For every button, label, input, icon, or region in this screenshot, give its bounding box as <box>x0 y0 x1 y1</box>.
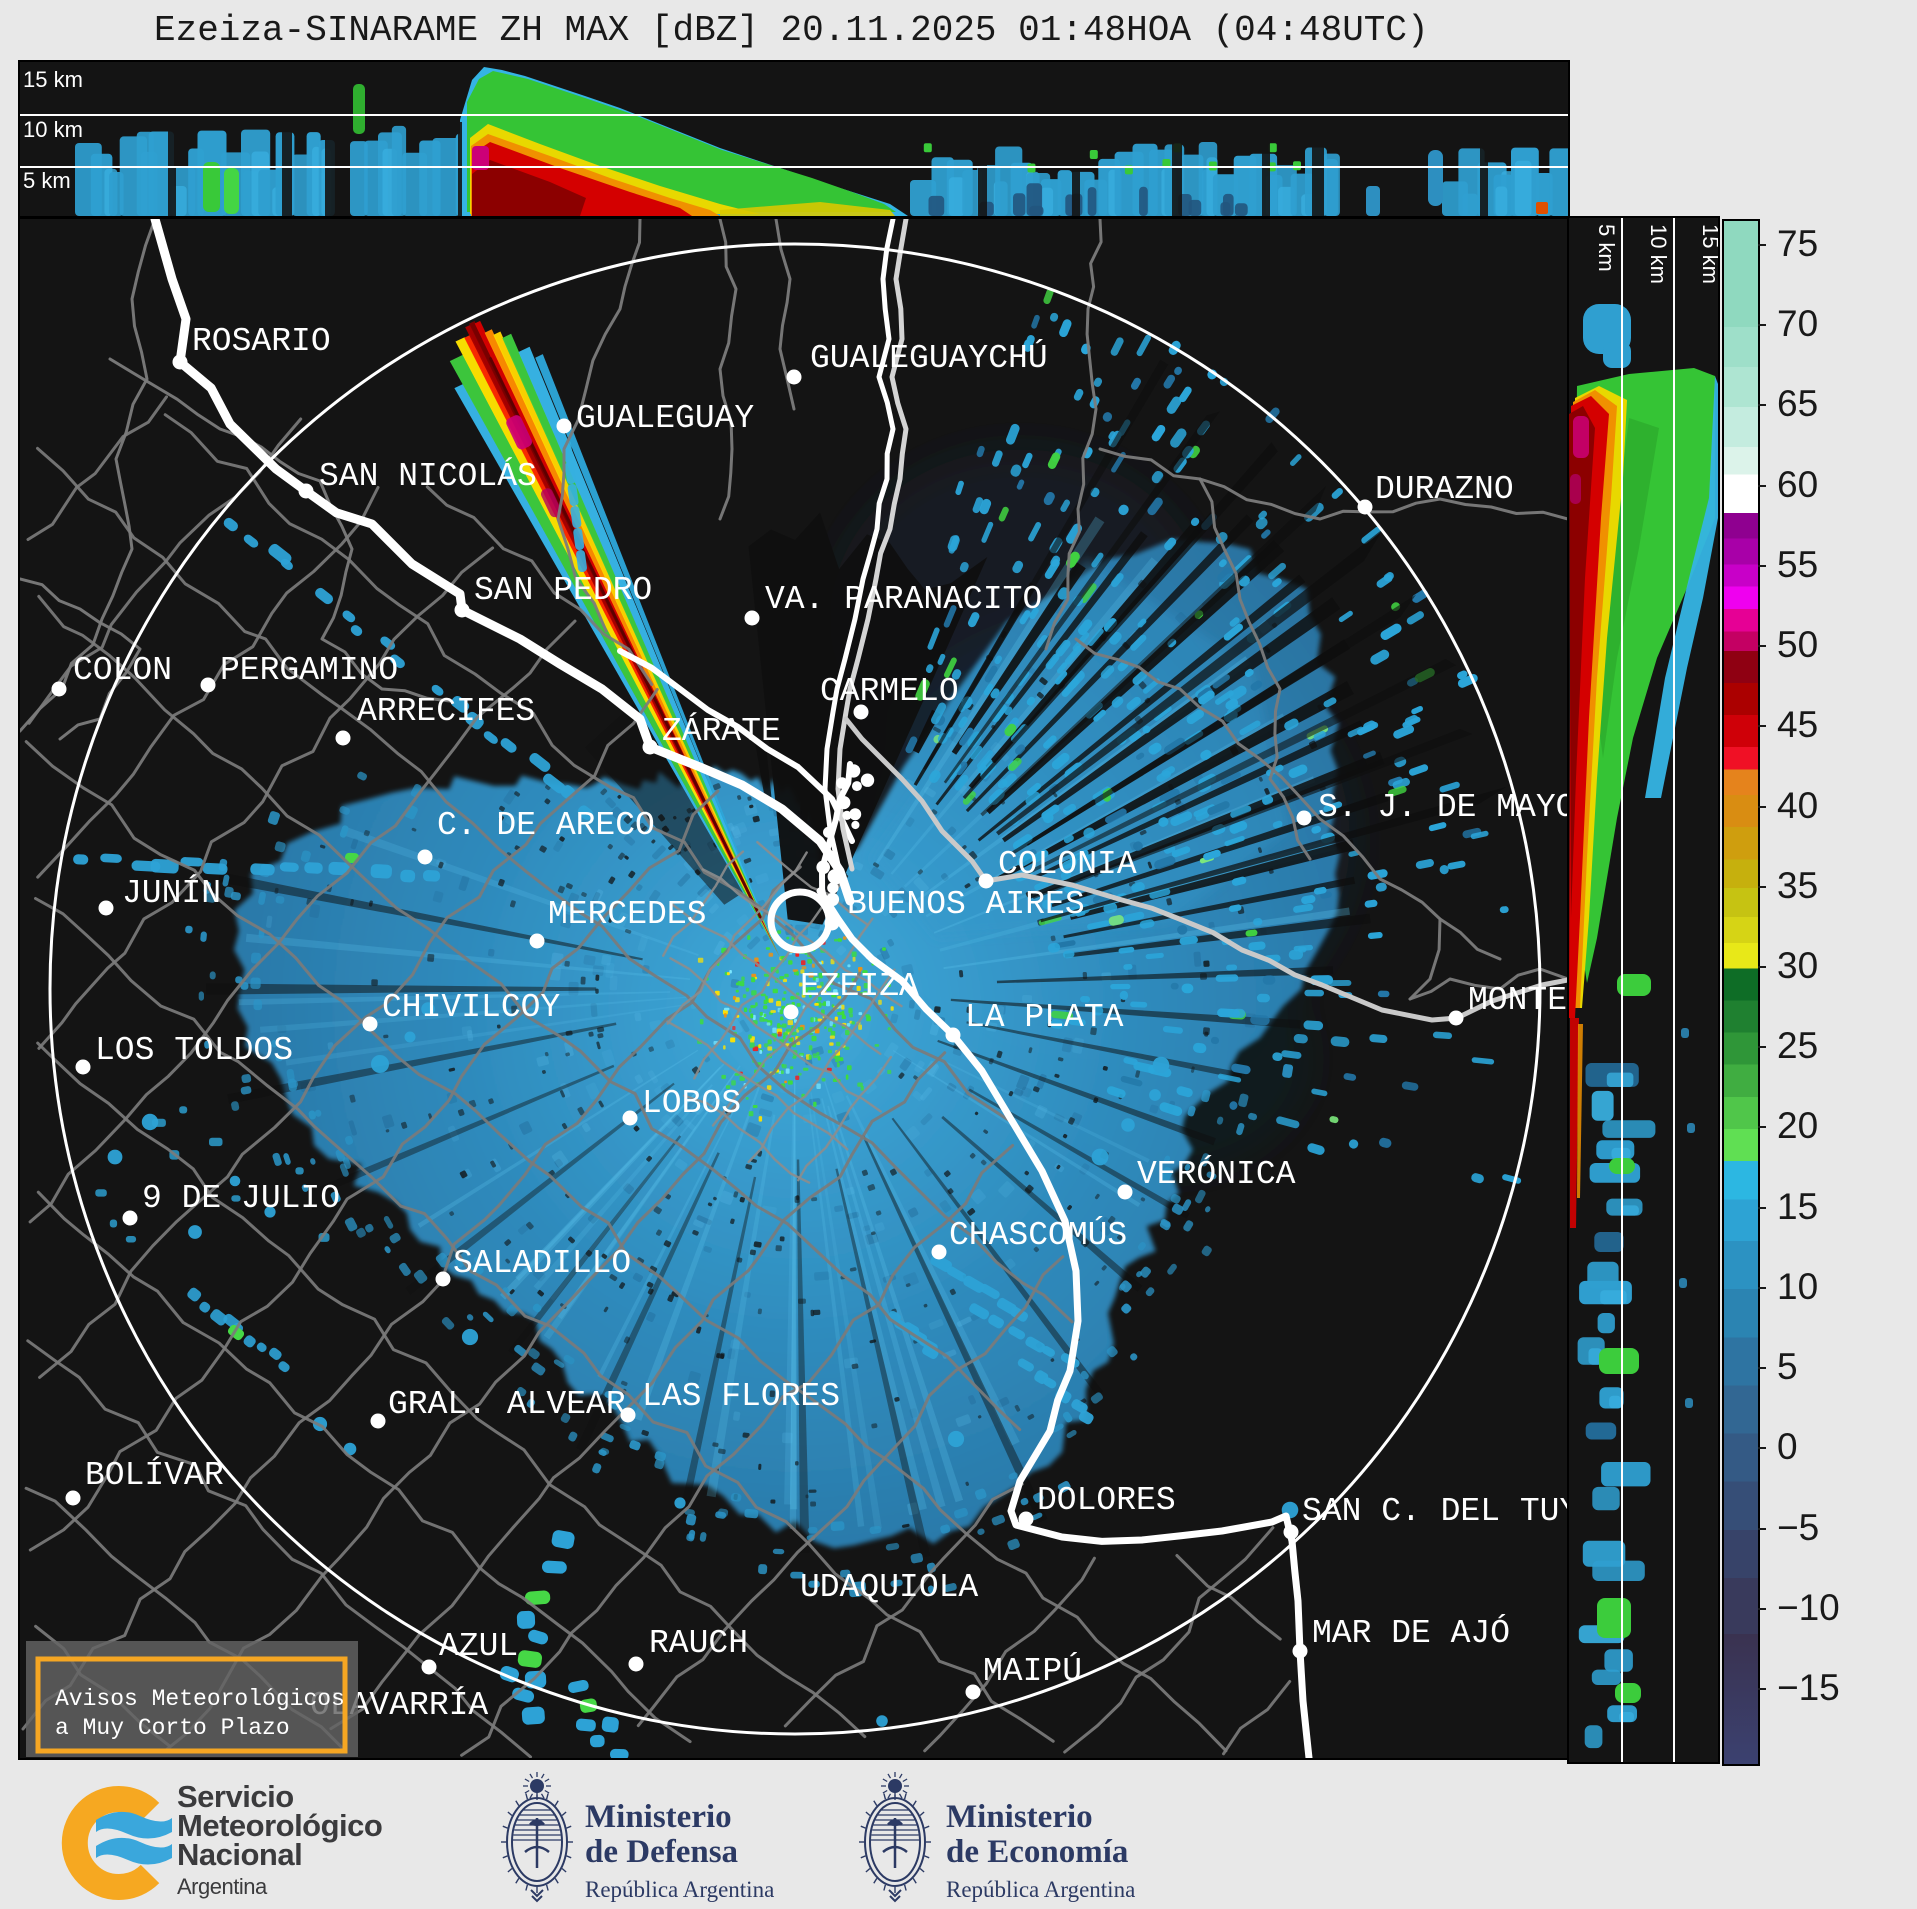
svg-text:VA. PARANACITO: VA. PARANACITO <box>765 581 1042 618</box>
svg-text:SAN NICOLÁS: SAN NICOLÁS <box>319 457 537 495</box>
svg-text:AZUL: AZUL <box>439 1628 518 1665</box>
svg-text:MAR DE AJÓ: MAR DE AJÓ <box>1312 1614 1510 1652</box>
svg-text:SALADILLO: SALADILLO <box>453 1245 631 1282</box>
svg-text:LA PLATA: LA PLATA <box>965 999 1124 1036</box>
svg-text:MONTEVIDEO: MONTEVIDEO <box>1468 982 1568 1019</box>
svg-text:CHIVILCOY: CHIVILCOY <box>382 989 560 1026</box>
svg-text:BOLÍVAR: BOLÍVAR <box>85 1456 224 1494</box>
svg-text:COLON: COLON <box>73 652 172 689</box>
svg-text:DOLORES: DOLORES <box>1037 1482 1176 1519</box>
svg-text:ARRECIFES: ARRECIFES <box>357 693 535 730</box>
svg-text:UDAQUIOLA: UDAQUIOLA <box>800 1569 978 1606</box>
svg-text:COLONIA: COLONIA <box>998 846 1137 883</box>
svg-text:9 DE JULIO: 9 DE JULIO <box>142 1180 340 1217</box>
svg-text:LOS TOLDOS: LOS TOLDOS <box>95 1032 293 1069</box>
svg-text:VERÓNICA: VERÓNICA <box>1137 1155 1296 1193</box>
svg-text:ZÁRATE: ZÁRATE <box>662 712 781 750</box>
svg-text:MAIPÚ: MAIPÚ <box>983 1652 1082 1690</box>
svg-text:CHASCOMÚS: CHASCOMÚS <box>949 1216 1127 1254</box>
svg-text:CARMELO: CARMELO <box>820 673 959 710</box>
svg-text:15 km: 15 km <box>23 67 83 92</box>
svg-text:GUALEGUAYCHÚ: GUALEGUAYCHÚ <box>810 339 1048 377</box>
svg-text:GRAL. ALVEAR: GRAL. ALVEAR <box>388 1386 626 1423</box>
svg-text:RAUCH: RAUCH <box>649 1625 748 1662</box>
svg-text:LAS FLORES: LAS FLORES <box>642 1378 840 1415</box>
svg-text:GUALEGUAY: GUALEGUAY <box>576 400 754 437</box>
svg-text:PERGAMINO: PERGAMINO <box>220 652 398 689</box>
svg-text:DURAZNO: DURAZNO <box>1375 471 1514 508</box>
svg-text:LOBOS: LOBOS <box>642 1085 741 1122</box>
svg-text:Avisos Meteorológicos: Avisos Meteorológicos <box>55 1686 345 1712</box>
svg-text:10 km: 10 km <box>1646 224 1671 284</box>
svg-text:C. DE ARECO: C. DE ARECO <box>437 807 655 844</box>
svg-text:10 km: 10 km <box>23 117 83 142</box>
svg-text:MERCEDES: MERCEDES <box>548 896 706 933</box>
svg-text:EZEIZA: EZEIZA <box>800 968 919 1005</box>
svg-text:SAN PEDRO: SAN PEDRO <box>474 572 652 609</box>
svg-text:5 km: 5 km <box>1594 224 1619 272</box>
svg-text:JUNÍN: JUNÍN <box>122 874 221 912</box>
svg-text:S. J. DE MAYO: S. J. DE MAYO <box>1318 789 1568 826</box>
svg-text:a Muy Corto Plazo: a Muy Corto Plazo <box>55 1715 290 1741</box>
svg-text:5 km: 5 km <box>23 168 71 193</box>
svg-text:BUENOS AIRES: BUENOS AIRES <box>847 886 1085 923</box>
svg-text:ROSARIO: ROSARIO <box>192 323 331 360</box>
svg-text:15 km: 15 km <box>1698 224 1718 284</box>
svg-text:SAN C. DEL TUYÚ: SAN C. DEL TUYÚ <box>1302 1492 1568 1530</box>
